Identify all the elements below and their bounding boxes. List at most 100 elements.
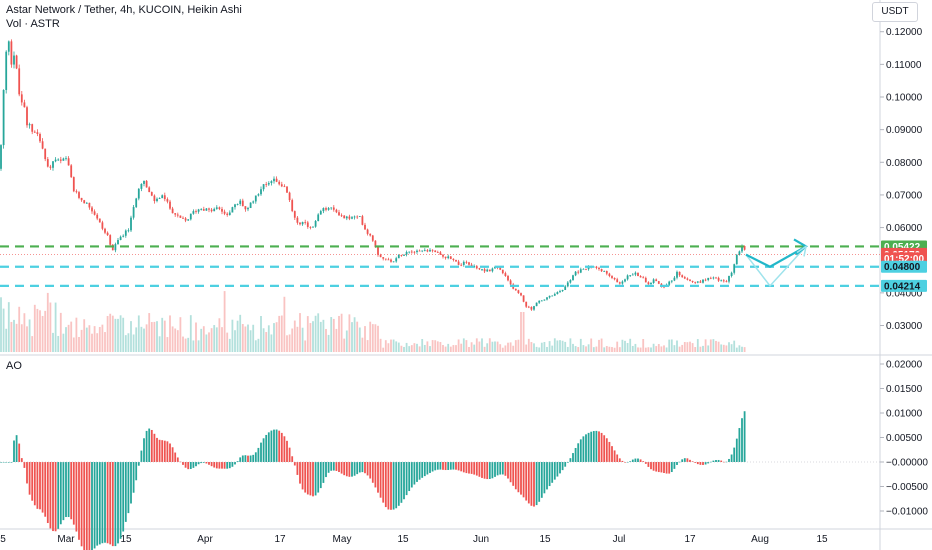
candle-body bbox=[49, 166, 52, 168]
candle-body bbox=[267, 183, 270, 185]
volume-bar bbox=[676, 340, 678, 352]
volume-bar bbox=[231, 319, 234, 352]
volume-bar bbox=[343, 338, 346, 352]
candle-body bbox=[738, 251, 741, 255]
candle-body bbox=[608, 273, 611, 277]
ao-bar bbox=[501, 462, 504, 475]
ao-bar bbox=[488, 462, 491, 479]
ao-bar bbox=[366, 462, 369, 476]
candle-body bbox=[163, 195, 166, 200]
candle-body bbox=[551, 295, 554, 297]
volume-bar bbox=[101, 324, 104, 352]
ao-bar bbox=[213, 462, 216, 468]
volume-bar bbox=[322, 319, 325, 352]
volume-bar bbox=[163, 320, 166, 352]
volume-bar bbox=[205, 334, 208, 352]
candle-body bbox=[486, 269, 489, 272]
ao-bar bbox=[689, 459, 691, 462]
volume-bar bbox=[616, 341, 619, 352]
ao-bar bbox=[195, 462, 197, 467]
candle-body bbox=[585, 268, 587, 270]
volume-bar bbox=[686, 342, 689, 352]
volume-bar bbox=[286, 335, 288, 352]
candle-body bbox=[377, 247, 379, 255]
projection-path-main[interactable] bbox=[745, 245, 807, 268]
candle-body bbox=[254, 195, 257, 202]
candle-body bbox=[176, 214, 179, 216]
ao-bar bbox=[192, 462, 195, 468]
candle-body bbox=[247, 208, 249, 210]
ao-bar bbox=[28, 462, 31, 495]
volume-bar bbox=[410, 345, 413, 352]
candle-body bbox=[709, 277, 712, 279]
ao-bar bbox=[405, 462, 408, 496]
ao-bar bbox=[41, 462, 44, 513]
ao-bar bbox=[650, 462, 652, 470]
volume-bar bbox=[366, 340, 369, 352]
volume-bar bbox=[426, 341, 429, 352]
volume-bar bbox=[408, 346, 411, 352]
volume-bar bbox=[7, 302, 10, 352]
ao-bar bbox=[410, 462, 413, 488]
ao-bar bbox=[626, 462, 629, 463]
quote-currency-button[interactable]: USDT bbox=[872, 2, 918, 22]
volume-bar bbox=[564, 341, 567, 352]
candle-body bbox=[280, 184, 283, 187]
candle-body bbox=[192, 211, 195, 214]
candle-body bbox=[7, 41, 10, 52]
volume-bar bbox=[611, 347, 613, 352]
ao-bar bbox=[429, 462, 431, 473]
volume-bar bbox=[221, 327, 223, 352]
volume-bar bbox=[603, 347, 606, 352]
projection-path-alt[interactable] bbox=[745, 245, 807, 288]
candle-body bbox=[184, 218, 187, 221]
candle-body bbox=[330, 207, 333, 209]
volume-bar bbox=[634, 343, 637, 352]
volume-bar bbox=[114, 318, 117, 352]
volume-bar bbox=[195, 322, 197, 352]
candle-body bbox=[730, 272, 733, 277]
ao-bar bbox=[665, 462, 668, 474]
volume-bar bbox=[421, 338, 424, 352]
ao-bar bbox=[530, 462, 533, 506]
candle-body bbox=[647, 282, 650, 285]
candle-body bbox=[371, 235, 374, 241]
volume-bar bbox=[236, 320, 239, 352]
ao-bar bbox=[23, 462, 26, 468]
volume-bar bbox=[377, 325, 379, 352]
candle-body bbox=[124, 230, 127, 236]
candle-body bbox=[231, 207, 234, 213]
volume-bar bbox=[572, 343, 574, 352]
volume-bar bbox=[660, 346, 663, 352]
volume-bar bbox=[527, 338, 530, 352]
candle-body bbox=[171, 208, 174, 214]
candle-body bbox=[556, 292, 559, 295]
ao-bar bbox=[374, 462, 377, 488]
candle-body bbox=[218, 207, 221, 209]
volume-bar bbox=[663, 345, 665, 352]
candle-body bbox=[59, 159, 62, 161]
candle-body bbox=[288, 192, 291, 201]
volume-bar bbox=[293, 320, 296, 352]
volume-bar bbox=[267, 325, 270, 352]
candle-body bbox=[722, 280, 725, 282]
volume-bar bbox=[176, 330, 179, 352]
ao-bar bbox=[247, 455, 249, 462]
volume-bar bbox=[577, 347, 580, 352]
ao-bar bbox=[520, 462, 522, 495]
candle-body bbox=[88, 202, 91, 208]
ao-bar bbox=[416, 462, 418, 482]
ao-bar bbox=[431, 462, 434, 472]
volume-bar bbox=[62, 333, 65, 352]
candle-body bbox=[189, 213, 192, 220]
ao-bar bbox=[538, 462, 541, 502]
ao-bar bbox=[527, 462, 530, 504]
ao-bar bbox=[733, 447, 736, 462]
volume-bar bbox=[325, 328, 327, 352]
candle-body bbox=[312, 226, 314, 228]
candle-body bbox=[611, 276, 613, 278]
volume-bar bbox=[278, 315, 281, 352]
ao-bar bbox=[390, 462, 392, 510]
candle-body bbox=[392, 261, 395, 263]
